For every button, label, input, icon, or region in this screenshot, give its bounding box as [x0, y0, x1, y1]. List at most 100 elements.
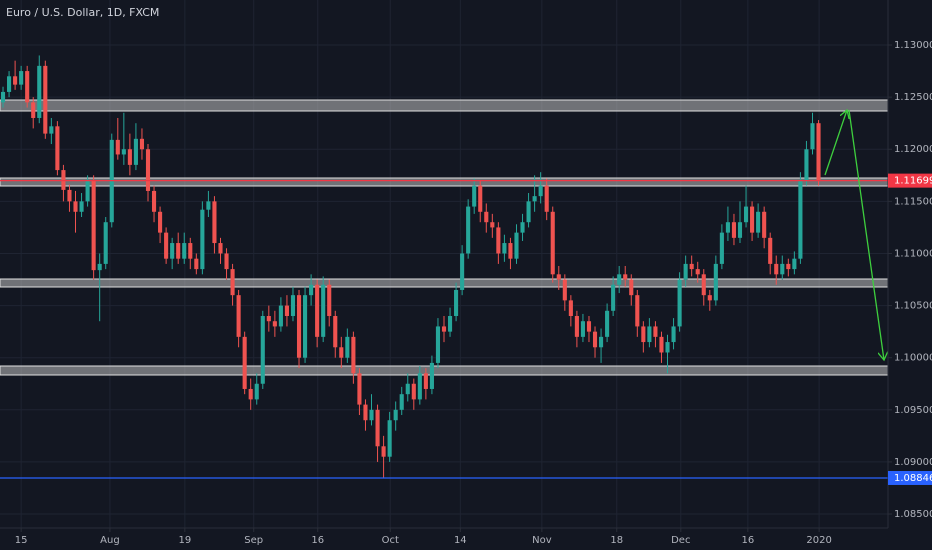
- candle-body: [526, 201, 531, 223]
- candle-body: [750, 206, 755, 233]
- candle-body: [743, 206, 749, 223]
- candle-body: [447, 316, 453, 332]
- candle-body: [647, 326, 652, 343]
- candle-body: [611, 284, 616, 311]
- candle-body: [212, 201, 217, 244]
- x-tick-label: 16: [311, 535, 324, 546]
- candle-body: [399, 394, 404, 410]
- projection-arrows: [824, 109, 884, 360]
- candle-body: [260, 316, 265, 384]
- candle-body: [719, 232, 724, 264]
- candle-body: [327, 284, 332, 317]
- candle-body: [67, 189, 72, 202]
- candle-body: [242, 336, 247, 389]
- candle-body: [762, 211, 767, 238]
- candle-body: [550, 211, 555, 275]
- candle-body: [599, 336, 604, 348]
- candle-body: [460, 253, 465, 290]
- candle-body: [586, 321, 592, 332]
- candle-body: [25, 71, 30, 103]
- x-tick-label: 16: [741, 535, 754, 546]
- candle-body: [200, 209, 205, 270]
- candle-body: [61, 170, 66, 190]
- arrow: [848, 109, 884, 360]
- y-tick-label: 1.08500: [894, 509, 932, 520]
- candle-body: [158, 211, 163, 233]
- candle-body: [405, 383, 410, 395]
- candle-body: [296, 295, 302, 358]
- y-tick-label: 1.10500: [894, 301, 932, 312]
- y-tick-label: 1.09500: [894, 405, 932, 416]
- candle-body: [441, 326, 447, 332]
- candle-body: [798, 180, 803, 259]
- candle-body: [151, 190, 157, 212]
- candle-body: [768, 237, 773, 264]
- candle-body: [145, 149, 151, 191]
- overlay: [0, 180, 888, 479]
- candle-body: [484, 211, 489, 223]
- x-tick-label: 15: [15, 535, 28, 546]
- candle-body: [73, 201, 78, 212]
- candle-body: [206, 201, 211, 210]
- zone: [0, 177, 889, 187]
- candle-body: [290, 295, 296, 317]
- candle-body: [544, 185, 549, 212]
- candle-body: [774, 263, 779, 275]
- candle-body: [605, 310, 610, 337]
- price-tag: [888, 173, 932, 188]
- candle-body: [689, 263, 694, 270]
- x-tick-label: 2020: [806, 535, 831, 546]
- candle-body: [520, 222, 525, 233]
- candle-body: [713, 263, 718, 301]
- candle-body: [333, 316, 338, 348]
- x-tick-label: Sep: [244, 535, 263, 546]
- candle-body: [532, 196, 537, 202]
- candle-body: [188, 243, 193, 259]
- candle-body: [321, 284, 326, 337]
- candle-body: [659, 336, 664, 353]
- candle-body: [780, 263, 785, 275]
- candle-body: [79, 201, 84, 212]
- candle-body: [816, 123, 821, 181]
- candle-body: [272, 321, 277, 327]
- candle-body: [182, 243, 187, 259]
- candle-body: [502, 243, 507, 254]
- axis-labels: 1.08500 1.09000 1.09500 1.10000 1.10500 1.110…: [15, 40, 932, 546]
- candle-body: [49, 126, 54, 134]
- candle-body: [303, 295, 308, 358]
- candle-body: [737, 222, 743, 238]
- candle-body: [665, 342, 670, 353]
- candle-body: [490, 222, 495, 228]
- candle-body: [284, 305, 289, 317]
- candle-body: [466, 206, 471, 254]
- candle-body: [454, 289, 459, 317]
- candle-body: [387, 420, 392, 457]
- candle-body: [176, 243, 181, 259]
- candle-body: [85, 180, 90, 202]
- candle-body: [804, 149, 809, 181]
- candle-body: [266, 316, 271, 322]
- candle-body: [345, 336, 350, 358]
- candle-body: [756, 211, 761, 233]
- candle-body: [339, 347, 344, 358]
- y-tick-label: 1.11500: [894, 196, 932, 207]
- candle-body: [103, 222, 108, 264]
- candle-body: [19, 71, 24, 85]
- candle-body: [194, 258, 199, 270]
- candle-body: [278, 305, 283, 327]
- candle-body: [13, 76, 18, 85]
- candle-body: [435, 326, 441, 363]
- y-tick-label: 1.12000: [894, 144, 932, 155]
- candle-body: [423, 373, 428, 389]
- candle-body: [43, 65, 48, 134]
- candle-body: [592, 331, 598, 348]
- candle-body: [115, 139, 120, 155]
- candle-body: [351, 336, 356, 374]
- candle-body: [224, 253, 229, 270]
- candle-body: [121, 149, 126, 155]
- candle-body: [127, 149, 132, 165]
- candle-body: [701, 274, 706, 296]
- candle-body: [133, 138, 138, 165]
- candle-body: [230, 269, 235, 296]
- price-tag-label: 1.08846: [894, 473, 932, 484]
